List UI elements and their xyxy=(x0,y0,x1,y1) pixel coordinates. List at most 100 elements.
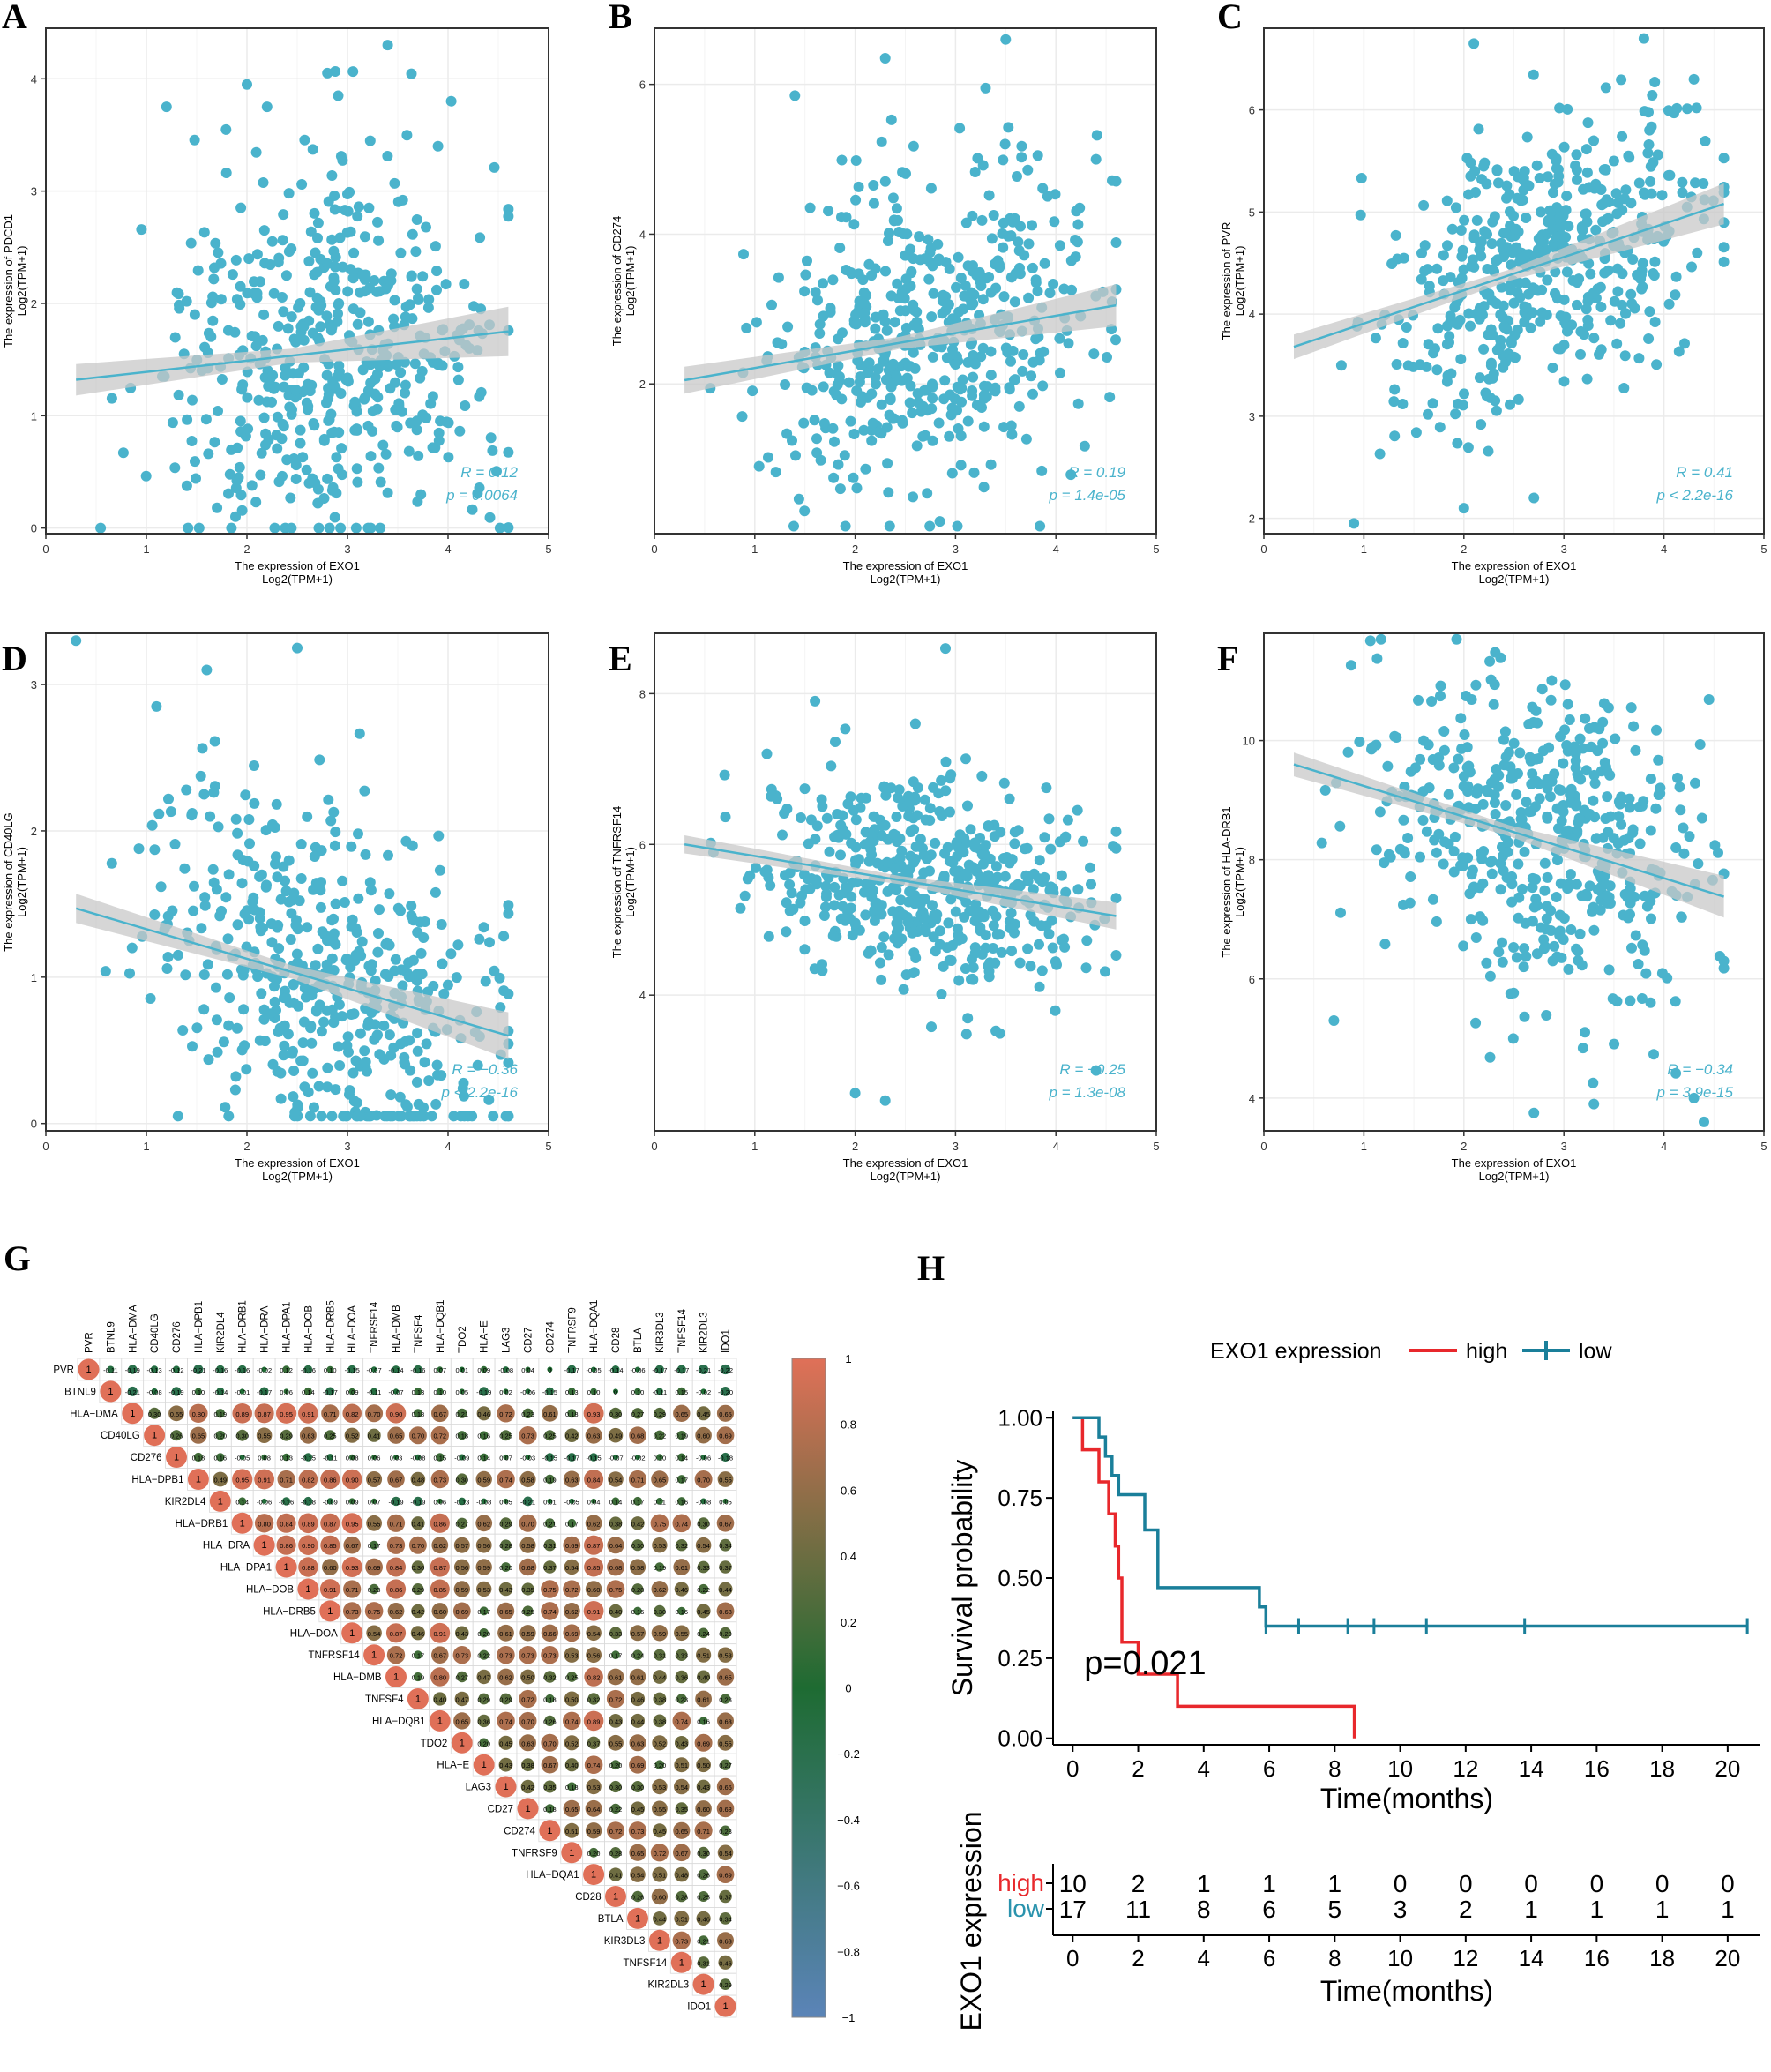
data-point xyxy=(208,787,220,798)
correlation-value: 0.74 xyxy=(675,1717,688,1725)
data-point xyxy=(207,864,219,875)
data-point xyxy=(891,370,902,382)
data-point xyxy=(1603,964,1615,976)
data-point xyxy=(1595,302,1607,312)
correlation-circle xyxy=(519,1646,537,1664)
data-point xyxy=(286,311,297,323)
correlation-circle xyxy=(653,1911,667,1926)
correlation-circle xyxy=(675,1670,688,1684)
y-tick-label: 6 xyxy=(639,79,646,92)
data-point xyxy=(766,299,777,310)
correlation-value: 0.91 xyxy=(324,1586,337,1594)
data-point xyxy=(1450,408,1461,420)
correlation-value: 0.10 xyxy=(192,1388,205,1396)
data-point xyxy=(309,851,320,862)
data-point xyxy=(941,352,953,363)
data-point xyxy=(1671,102,1683,114)
correlation-circle xyxy=(231,1512,253,1534)
data-point xyxy=(380,283,392,295)
data-point xyxy=(1565,869,1576,880)
data-point xyxy=(1054,240,1065,251)
data-point xyxy=(809,415,820,426)
data-point xyxy=(1627,824,1639,835)
data-point xyxy=(1049,216,1060,228)
data-point xyxy=(1508,210,1519,221)
data-point xyxy=(1651,724,1662,736)
data-point xyxy=(1072,219,1084,230)
correlation-circle xyxy=(411,1560,425,1574)
data-point xyxy=(347,1067,359,1079)
regression-line xyxy=(1293,763,1725,898)
correlation-circle xyxy=(254,1514,274,1533)
data-point xyxy=(374,904,385,916)
correlation-value: 0.29 xyxy=(719,1981,732,1989)
data-point xyxy=(313,879,325,890)
correlation-value: -0.19 xyxy=(410,1498,425,1506)
correlation-value: 0.67 xyxy=(390,1477,403,1485)
data-point xyxy=(957,374,968,385)
data-point xyxy=(846,891,857,902)
correlation-circle xyxy=(430,1557,450,1577)
data-point xyxy=(739,890,751,901)
x-tick-label: 0 xyxy=(42,1140,49,1153)
correlation-value: 0.51 xyxy=(565,1828,579,1836)
column-label: HLA−DRA xyxy=(260,1305,271,1353)
data-point xyxy=(163,793,174,804)
data-point xyxy=(1554,925,1566,937)
row-label: IDO1 xyxy=(687,2002,711,2013)
data-point xyxy=(893,792,904,804)
column-label: LAG3 xyxy=(502,1328,512,1353)
data-point xyxy=(230,813,242,825)
correlation-circle xyxy=(675,1736,689,1750)
data-point xyxy=(868,811,879,822)
correlation-value: 0.40 xyxy=(609,1608,623,1616)
data-point xyxy=(275,1093,287,1104)
p-value: p=0.021 xyxy=(1084,1645,1206,1682)
data-point xyxy=(295,333,307,345)
correlation-circle xyxy=(674,1625,690,1642)
data-point xyxy=(933,417,945,429)
data-point xyxy=(1424,782,1435,794)
correlation-circle xyxy=(341,1557,362,1577)
data-point xyxy=(850,155,862,166)
data-point xyxy=(329,380,340,392)
data-point xyxy=(1032,286,1043,297)
data-point xyxy=(1585,268,1596,280)
correlation-value: 1 xyxy=(482,1760,487,1770)
data-point xyxy=(1541,310,1552,320)
data-point xyxy=(928,782,939,793)
x-tick-label: 1 xyxy=(751,542,758,556)
heatmap-cell xyxy=(407,1621,430,1645)
data-point xyxy=(1542,274,1553,286)
data-point xyxy=(1505,399,1515,410)
data-point xyxy=(198,1004,210,1015)
data-point xyxy=(859,317,871,328)
data-point xyxy=(1503,746,1514,758)
correlation-value: 0.65 xyxy=(719,1674,732,1682)
data-point xyxy=(983,820,994,832)
correlation-circle xyxy=(459,1454,466,1461)
data-point xyxy=(1519,1011,1530,1022)
correlation-value: 1 xyxy=(86,1365,91,1375)
correlation-circle xyxy=(675,1802,688,1815)
data-point xyxy=(1500,800,1512,811)
data-point xyxy=(1465,320,1476,332)
data-point xyxy=(220,168,232,178)
data-point xyxy=(1496,281,1507,293)
correlation-value: 0.62 xyxy=(654,1586,667,1594)
data-point xyxy=(968,350,979,361)
data-point xyxy=(395,247,407,258)
data-point xyxy=(1582,295,1594,307)
data-point xyxy=(1521,302,1532,313)
data-point xyxy=(1491,298,1502,309)
data-point xyxy=(1670,1067,1682,1079)
correlation-value: 0.18 xyxy=(565,1410,579,1418)
data-point xyxy=(222,933,234,945)
data-point xyxy=(892,916,903,927)
correlation-circle xyxy=(498,1757,513,1772)
data-point xyxy=(256,988,267,999)
correlation-circle xyxy=(720,1364,731,1375)
correlation-value: 0.54 xyxy=(719,1850,732,1858)
correlation-circle xyxy=(541,1755,559,1774)
data-point xyxy=(301,397,312,408)
